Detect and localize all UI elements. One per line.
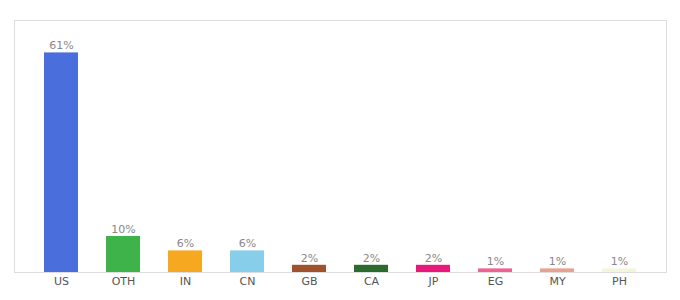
svg-text:PH: PH [612,275,627,288]
svg-text:2%: 2% [425,252,442,265]
svg-text:CA: CA [364,275,380,288]
svg-text:1%: 1% [549,255,566,268]
svg-text:10%: 10% [111,223,135,236]
svg-text:US: US [54,275,69,288]
svg-text:GB: GB [301,275,317,288]
svg-text:6%: 6% [177,237,194,250]
svg-text:OTH: OTH [112,275,136,288]
svg-text:1%: 1% [487,255,504,268]
svg-text:IN: IN [180,275,191,288]
svg-text:1%: 1% [611,255,628,268]
svg-text:CN: CN [240,275,256,288]
svg-text:JP: JP [428,275,439,288]
svg-text:61%: 61% [49,39,73,52]
svg-text:6%: 6% [239,237,256,250]
svg-text:EG: EG [488,275,503,288]
svg-text:MY: MY [549,275,565,288]
svg-text:2%: 2% [301,252,318,265]
svg-text:2%: 2% [363,252,380,265]
